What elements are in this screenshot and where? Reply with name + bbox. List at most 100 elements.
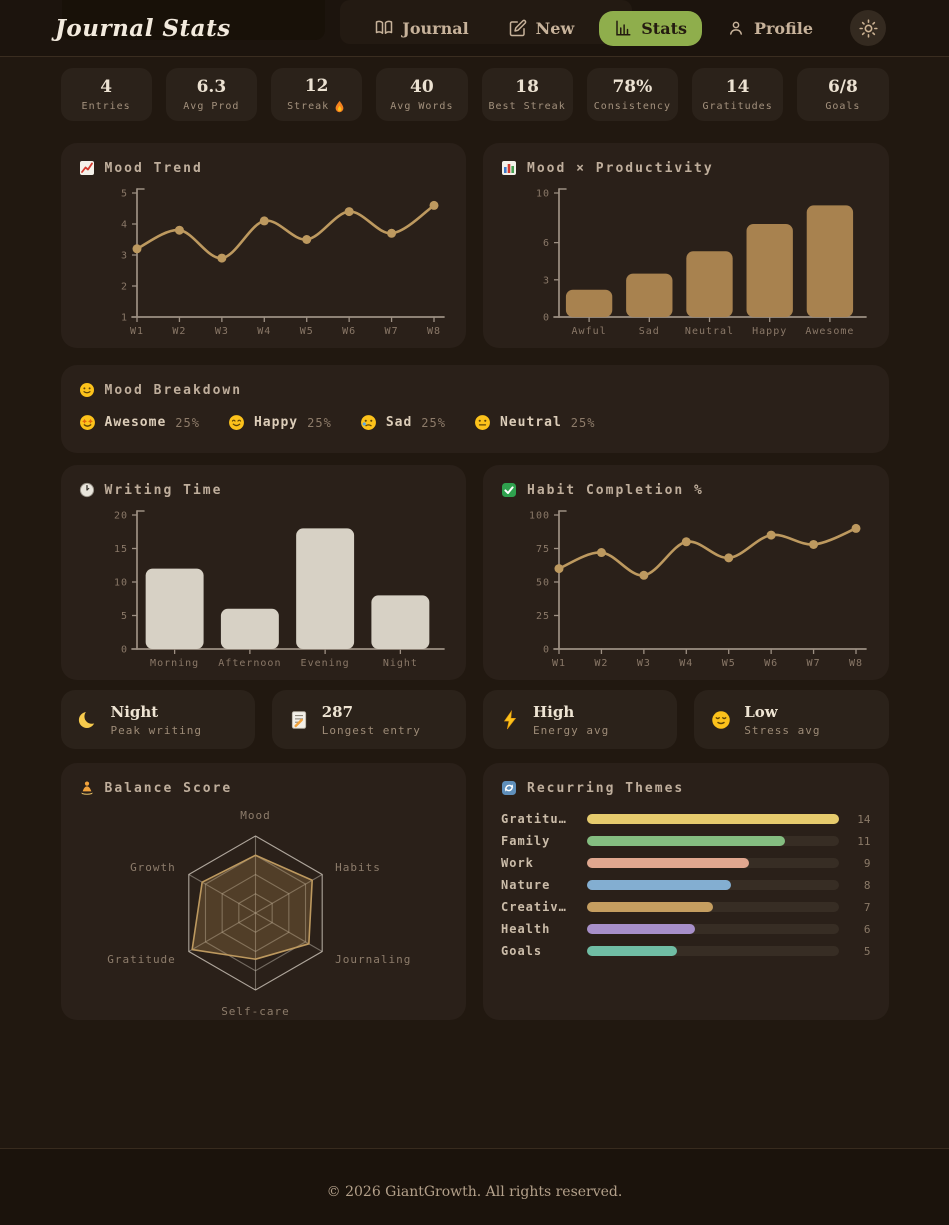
balance-score-chart: Mood Habits Journaling Self-care Gratitude Gr… <box>79 803 449 1019</box>
clock-icon <box>79 482 95 498</box>
mood-percent: 25% <box>175 415 200 430</box>
svg-text:W5: W5 <box>722 658 736 669</box>
stat-label: Avg Prod <box>183 101 240 112</box>
mood-productivity-panel: Mood × Productivity 0 3 6 10 Awful Sad Neutral… <box>483 143 889 348</box>
stat-value: 12 <box>304 76 329 96</box>
theme-count: 14 <box>857 812 871 826</box>
nav-item-profile[interactable]: Profile <box>712 11 828 46</box>
info-card-value: Night <box>110 702 159 721</box>
mood-trend-chart: 1 2 3 4 5 W1 W2 W3 W4 W5 W6 W7 W8 <box>79 183 449 345</box>
nav-item-new[interactable]: New <box>494 11 590 46</box>
svg-text:W1: W1 <box>129 326 143 337</box>
mood-breakdown-item-happy: Happy 25% <box>228 414 332 431</box>
moon-icon <box>78 709 98 730</box>
svg-text:Happy: Happy <box>752 326 787 337</box>
theme-row-nature: Nature 8 <box>501 878 871 892</box>
stat-value: 78% <box>612 77 653 97</box>
svg-text:3: 3 <box>120 251 127 262</box>
app-logo[interactable]: Journal Stats <box>55 14 231 42</box>
svg-text:0: 0 <box>543 645 550 656</box>
svg-text:Self-care: Self-care <box>221 1005 290 1015</box>
theme-toggle-button[interactable] <box>850 10 886 46</box>
theme-row-creativ: Creativ… 7 <box>501 900 871 914</box>
mood-productivity-svg: 0 3 6 10 Awful Sad Neutral Happy Awesome <box>536 188 867 337</box>
svg-text:W4: W4 <box>257 326 271 337</box>
theme-bar <box>587 902 713 912</box>
svg-text:W6: W6 <box>764 658 778 669</box>
charts-row-1: Mood Trend 1 2 3 4 5 W1 W2 W3 W4 W5 W6 W7 W8 Mood × … <box>60 143 889 348</box>
svg-text:3: 3 <box>543 275 550 286</box>
bolt-icon <box>500 709 520 730</box>
habit-completion-chart: 0 25 50 75 100 W1 W2 W3 W4 W5 W6 W7 W8 <box>501 505 871 677</box>
nav-item-label: New <box>535 18 575 38</box>
stat-value: 4 <box>100 77 113 97</box>
theme-row-gratitu: Gratitu… 14 <box>501 812 871 826</box>
panel-title-text: Mood Breakdown <box>104 382 243 398</box>
nav-item-label: Profile <box>753 18 813 38</box>
writing-time-chart: 0 5 10 15 20 Morning Afternoon Evening Night <box>79 505 449 677</box>
svg-text:W2: W2 <box>594 658 608 669</box>
recurring-themes-title: Recurring Themes <box>501 779 871 797</box>
user-icon <box>727 19 745 37</box>
stat-label: Goals <box>825 101 861 112</box>
writing-time-svg: 0 5 10 15 20 Morning Afternoon Evening Night <box>113 510 445 669</box>
svg-text:Gratitude: Gratitude <box>107 953 176 966</box>
nav-item-journal[interactable]: Journal <box>360 11 483 46</box>
habit-completion-panel: Habit Completion % 0 25 50 75 100 W1 W2 W3 W4 W5 W… <box>483 465 889 680</box>
theme-count: 6 <box>863 922 871 936</box>
theme-row-work: Work 9 <box>501 856 871 870</box>
theme-bar <box>587 836 785 846</box>
svg-text:1: 1 <box>120 313 127 324</box>
stat-card-avg-prod: 6.3 Avg Prod <box>165 68 257 121</box>
info-card-label: Energy avg <box>533 723 610 737</box>
svg-text:Morning: Morning <box>150 658 199 669</box>
theme-bar <box>587 814 839 824</box>
face-neutral-icon <box>474 414 491 431</box>
stat-label: Streak <box>287 100 346 113</box>
face-smiling-eyes-icon <box>228 414 245 431</box>
svg-text:Afternoon: Afternoon <box>218 658 281 669</box>
mood-trend-panel: Mood Trend 1 2 3 4 5 W1 W2 W3 W4 W5 W6 W7 W8 <box>60 143 466 348</box>
svg-text:4: 4 <box>120 220 127 231</box>
info-card-value: 287 <box>321 702 354 721</box>
svg-text:Neutral: Neutral <box>685 326 734 337</box>
face-relieved-icon <box>711 710 731 730</box>
nav-items: Journal New Stats Profile <box>360 10 886 46</box>
habit-completion-title: Habit Completion % <box>501 481 871 499</box>
nav-item-stats[interactable]: Stats <box>599 10 702 46</box>
info-card-stress-avg: Low Stress avg <box>694 690 889 749</box>
info-cards-row: Night Peak writing 287 Longest entry Hig… <box>60 690 889 749</box>
stat-label: Gratitudes <box>702 101 773 112</box>
svg-text:20: 20 <box>113 511 127 522</box>
svg-text:W4: W4 <box>679 658 693 669</box>
theme-label: Family <box>501 834 551 848</box>
theme-label: Gratitu… <box>501 812 567 826</box>
svg-text:W1: W1 <box>552 658 566 669</box>
mood-breakdown-item-awesome: Awesome 25% <box>79 414 200 431</box>
mood-label: Neutral <box>499 415 562 430</box>
info-card-value: Low <box>744 702 778 721</box>
info-card-energy-avg: High Energy avg <box>483 690 678 749</box>
theme-row-health: Health 6 <box>501 922 871 936</box>
info-card-value: High <box>533 702 575 721</box>
stat-value: 18 <box>515 77 539 97</box>
mood-breakdown-item-neutral: Neutral 25% <box>474 414 595 431</box>
theme-label: Health <box>501 922 551 936</box>
theme-count: 7 <box>863 900 871 914</box>
theme-row-goals: Goals 5 <box>501 944 871 958</box>
svg-text:W6: W6 <box>342 326 356 337</box>
svg-text:5: 5 <box>120 189 127 200</box>
svg-text:0: 0 <box>120 645 127 656</box>
mood-percent: 25% <box>307 415 332 430</box>
svg-text:25: 25 <box>536 611 550 622</box>
theme-label: Nature <box>501 878 551 892</box>
stat-card-gratitudes: 14 Gratitudes <box>692 68 784 121</box>
bar-chart-icon <box>614 19 632 37</box>
svg-text:Awesome: Awesome <box>805 326 854 337</box>
top-nav: Journal Stats Journal New Stats Profile <box>0 0 949 57</box>
info-card-label: Longest entry <box>321 723 421 737</box>
stat-cards-row: 4 Entries 6.3 Avg Prod 12 Streak 40 Avg Wor… <box>60 68 889 121</box>
stat-label: Avg Words <box>390 101 454 112</box>
stat-card-best-streak: 18 Best Streak <box>481 68 573 121</box>
book-icon <box>375 19 393 37</box>
